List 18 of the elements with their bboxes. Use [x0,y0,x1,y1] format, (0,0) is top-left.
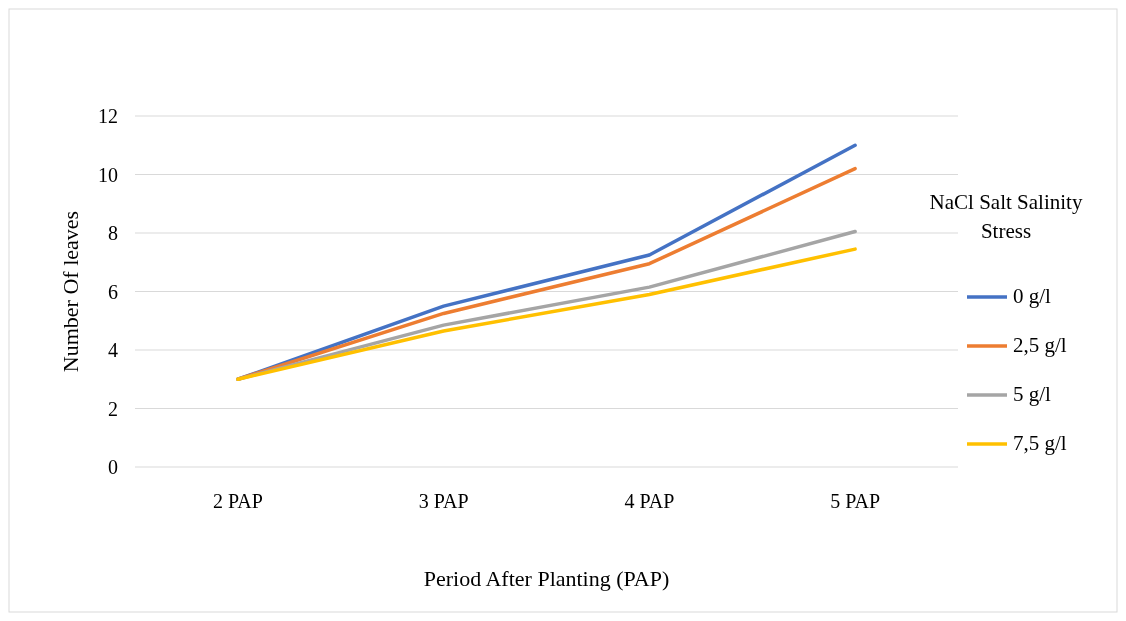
x-tick-label: 5 PAP [830,490,881,512]
x-tick-label: 3 PAP [418,490,469,512]
legend-label: 5 g/l [1013,382,1052,407]
y-tick-label: 6 [108,280,118,303]
y-tick-label: 0 [108,456,118,478]
y-tick-label: 2 [108,397,118,420]
legend-title: NaCl Salt Salinity Stress [929,190,1083,243]
y-tick-label: 8 [108,222,118,244]
legend-label: 2,5 g/l [1013,333,1067,358]
x-axis-title: Period After Planting (PAP) [423,566,670,591]
y-tick-label: 10 [98,163,118,186]
y-tick-label: 12 [98,105,118,127]
y-tick-label: 4 [108,339,118,361]
x-tick-label: 4 PAP [624,490,675,512]
x-tick-label: 2 PAP [212,490,263,512]
legend-label: 7,5 g/l [1013,431,1067,456]
legend-label: 0 g/l [1013,284,1052,309]
y-axis-title: Number Of leaves [58,210,83,373]
